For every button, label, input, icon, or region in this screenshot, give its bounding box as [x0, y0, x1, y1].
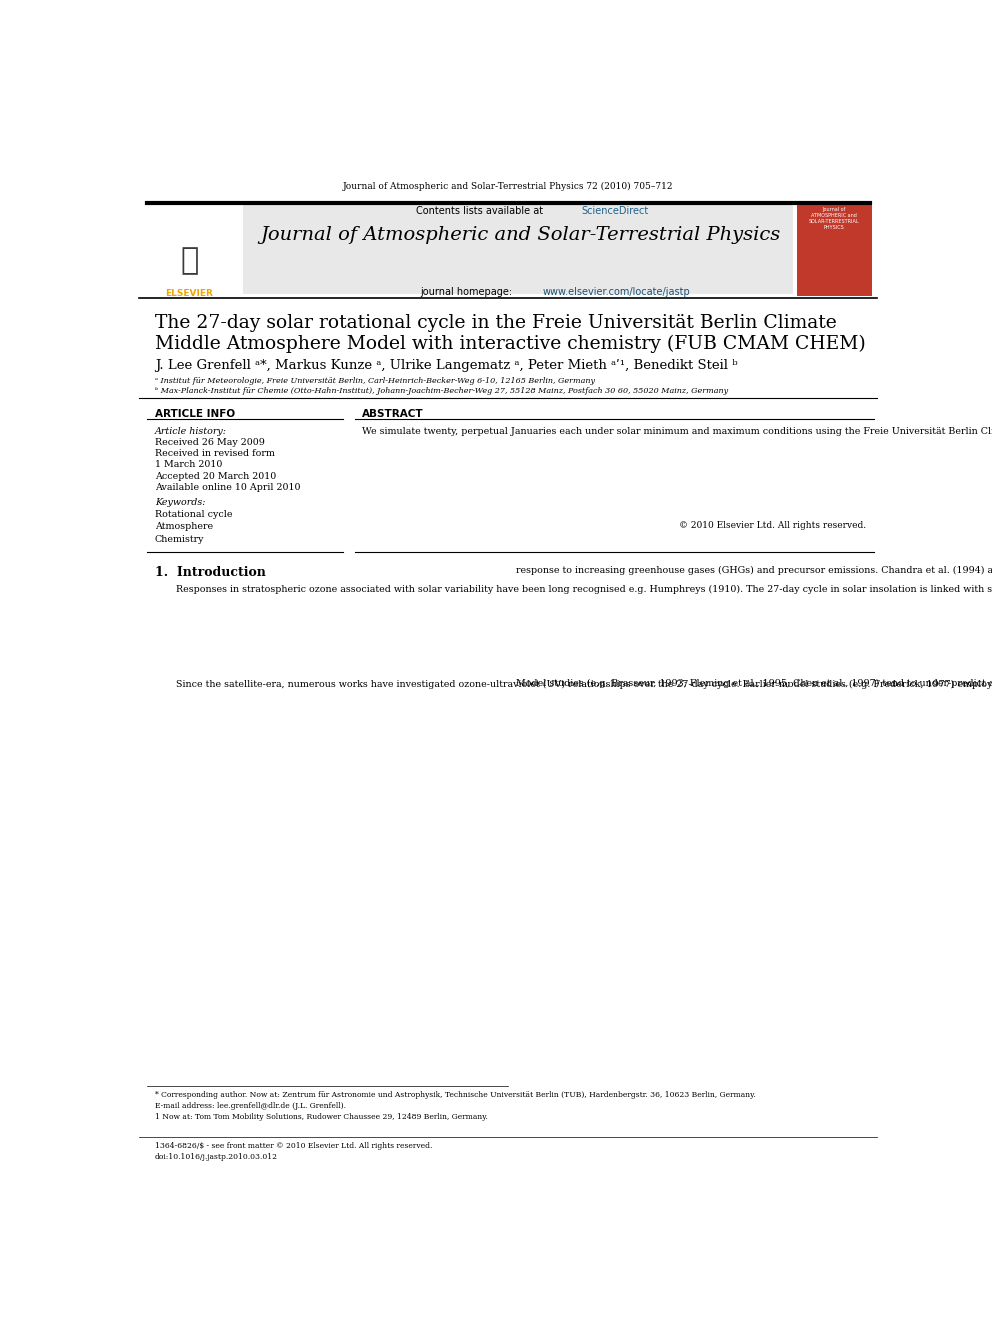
- Text: journal homepage:: journal homepage:: [420, 287, 515, 298]
- Text: ELSEVIER: ELSEVIER: [166, 290, 213, 298]
- Bar: [797, 205, 872, 296]
- Text: Middle Atmosphere Model with interactive chemistry (FUB CMAM CHEM): Middle Atmosphere Model with interactive…: [155, 335, 865, 353]
- Text: ᵇ Max-Planck-Institut für Chemie (Otto-Hahn-Institut), Johann-Joachim-Becher-Weg: ᵇ Max-Planck-Institut für Chemie (Otto-H…: [155, 386, 728, 396]
- Text: ABSTRACT: ABSTRACT: [362, 409, 424, 419]
- Text: Chemistry: Chemistry: [155, 534, 204, 544]
- Text: The 27-day solar rotational cycle in the Freie Universität Berlin Climate: The 27-day solar rotational cycle in the…: [155, 314, 836, 332]
- Text: Atmosphere: Atmosphere: [155, 523, 213, 532]
- Text: ScienceDirect: ScienceDirect: [581, 205, 649, 216]
- Text: © 2010 Elsevier Ltd. All rights reserved.: © 2010 Elsevier Ltd. All rights reserved…: [679, 521, 866, 531]
- Text: Article history:: Article history:: [155, 427, 227, 435]
- Bar: [243, 205, 793, 294]
- Text: Rotational cycle: Rotational cycle: [155, 511, 232, 519]
- Text: 1364-6826/$ - see front matter © 2010 Elsevier Ltd. All rights reserved.: 1364-6826/$ - see front matter © 2010 El…: [155, 1142, 433, 1150]
- Text: Responses in stratospheric ozone associated with solar variability have been lon: Responses in stratospheric ozone associa…: [177, 585, 992, 594]
- Text: J. Lee Grenfell ᵃ*, Markus Kunze ᵃ, Ulrike Langematz ᵃ, Peter Mieth ᵃʹ¹, Benedik: J. Lee Grenfell ᵃ*, Markus Kunze ᵃ, Ulri…: [155, 360, 737, 373]
- Text: Available online 10 April 2010: Available online 10 April 2010: [155, 483, 301, 492]
- Text: * Corresponding author. Now at: Zentrum für Astronomie und Astrophysik, Technisc: * Corresponding author. Now at: Zentrum …: [155, 1091, 756, 1099]
- Text: www.elsevier.com/locate/jastp: www.elsevier.com/locate/jastp: [543, 287, 690, 298]
- Text: Since the satellite-era, numerous works have investigated ozone-ultraviolet (UV): Since the satellite-era, numerous works …: [177, 680, 992, 689]
- Text: doi:10.1016/j.jastp.2010.03.012: doi:10.1016/j.jastp.2010.03.012: [155, 1154, 278, 1162]
- Text: 1 Now at: Tom Tom Mobility Solutions, Rudower Chaussee 29, 12489 Berlin, Germany: 1 Now at: Tom Tom Mobility Solutions, Ru…: [155, 1113, 488, 1122]
- Text: Received in revised form: Received in revised form: [155, 448, 275, 458]
- Text: E-mail address: lee.grenfell@dlr.de (J.L. Grenfell).: E-mail address: lee.grenfell@dlr.de (J.L…: [155, 1102, 346, 1110]
- Text: Journal of
ATMOSPHERIC and
SOLAR-TERRESTRIAL
PHYSICS: Journal of ATMOSPHERIC and SOLAR-TERREST…: [809, 206, 860, 230]
- Text: Model studies (e.g. Brasseur, 1993; Fleming et al., 1995; Chen et al., 1997) ten: Model studies (e.g. Brasseur, 1993; Flem…: [516, 679, 992, 688]
- Text: response to increasing greenhouse gases (GHGs) and precursor emissions. Chandra : response to increasing greenhouse gases …: [516, 566, 992, 576]
- Bar: [139, 205, 241, 323]
- Text: Received 26 May 2009: Received 26 May 2009: [155, 438, 265, 447]
- Text: ❧: ❧: [181, 245, 198, 277]
- Text: ᵃ Institut für Meteorologie, Freie Universität Berlin, Carl-Heinrich-Becker-Weg : ᵃ Institut für Meteorologie, Freie Unive…: [155, 377, 595, 385]
- Text: 1.  Introduction: 1. Introduction: [155, 566, 266, 579]
- Text: ARTICLE INFO: ARTICLE INFO: [155, 409, 235, 419]
- Text: Accepted 20 March 2010: Accepted 20 March 2010: [155, 471, 276, 480]
- Text: Contents lists available at: Contents lists available at: [417, 205, 547, 216]
- Text: Journal of Atmospheric and Solar-Terrestrial Physics: Journal of Atmospheric and Solar-Terrest…: [260, 226, 780, 243]
- Text: We simulate twenty, perpetual Januaries each under solar minimum and maximum con: We simulate twenty, perpetual Januaries …: [362, 427, 992, 435]
- Text: 1 March 2010: 1 March 2010: [155, 460, 222, 470]
- Text: Keywords:: Keywords:: [155, 497, 205, 507]
- Text: Journal of Atmospheric and Solar-Terrestrial Physics 72 (2010) 705–712: Journal of Atmospheric and Solar-Terrest…: [343, 183, 674, 192]
